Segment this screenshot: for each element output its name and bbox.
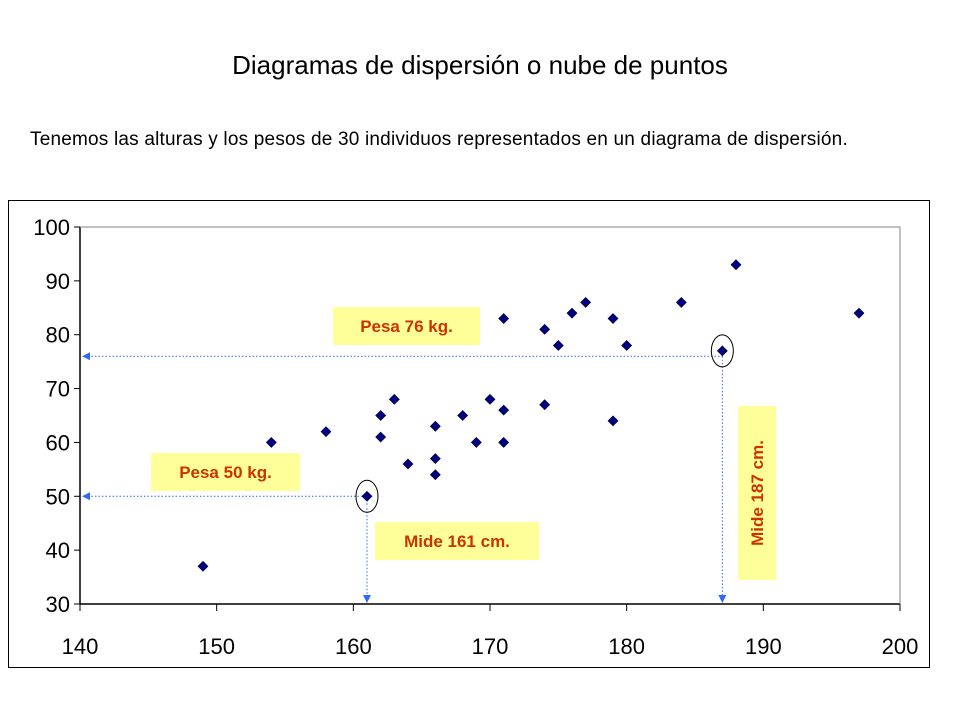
highlight-circle xyxy=(710,334,734,368)
scatter-point xyxy=(388,393,400,405)
scatter-point xyxy=(552,340,564,351)
callout-label: Pesa 50 kg. xyxy=(151,453,300,491)
arrow-down-icon xyxy=(718,595,727,603)
y-tick-label: 40 xyxy=(46,538,70,563)
page-title: Diagramas de dispersión o nube de puntos xyxy=(232,50,728,80)
callout-label: Pesa 76 kg. xyxy=(333,307,480,345)
x-tick-label: 150 xyxy=(198,634,235,659)
x-tick-label: 180 xyxy=(608,634,645,659)
scatter-point xyxy=(675,296,687,308)
highlight-circle xyxy=(355,479,379,513)
y-tick-label: 70 xyxy=(46,377,70,402)
y-tick-label: 30 xyxy=(46,592,70,617)
x-tick-label: 190 xyxy=(745,634,782,659)
y-tick-label: 90 xyxy=(46,269,70,294)
scatter-point xyxy=(402,458,414,470)
scatter-point xyxy=(498,313,510,324)
scatter-point xyxy=(320,426,332,438)
callout-background xyxy=(738,406,776,580)
y-tick-label: 50 xyxy=(46,484,70,509)
scatter-point xyxy=(607,313,619,324)
chart-axes: 30 40 50 60 70 80 90 100 140 150 160 170 180 190 200 xyxy=(33,215,918,659)
scatter-point xyxy=(429,469,441,481)
y-tick-label: 100 xyxy=(33,215,70,240)
y-tick-label: 80 xyxy=(46,323,70,348)
callout-background xyxy=(333,307,480,345)
callouts: Pesa 76 kg. Pesa 50 kg. Mide 161 cm. Mide 1… xyxy=(151,307,776,580)
scatter-point xyxy=(716,345,728,357)
scatter-point xyxy=(566,307,578,319)
callout-text: Pesa 50 kg. xyxy=(179,463,272,482)
scatter-point xyxy=(375,431,387,443)
arrow-left-icon xyxy=(82,492,90,501)
callout-text: Pesa 76 kg. xyxy=(360,317,453,336)
callout-text: Mide 187 cm. xyxy=(748,440,767,546)
scatter-point xyxy=(730,259,742,271)
y-tick-label: 60 xyxy=(46,430,70,455)
callout-label: Mide 161 cm. xyxy=(375,522,539,560)
callout-background xyxy=(151,453,300,491)
callout-text: Mide 161 cm. xyxy=(404,532,510,551)
scatter-point xyxy=(607,415,619,427)
arrow-left-icon xyxy=(82,352,90,361)
x-tick-label: 140 xyxy=(62,634,99,659)
data-points xyxy=(197,259,865,572)
scatter-point xyxy=(457,410,469,421)
callout-label: Mide 187 cm. xyxy=(738,406,776,580)
scatter-point xyxy=(853,307,865,319)
scatter-point xyxy=(470,437,482,448)
scatter-point xyxy=(429,453,441,465)
arrow-down-icon xyxy=(363,595,371,603)
scatter-point xyxy=(484,393,496,405)
scatter-point xyxy=(498,404,510,416)
scatter-point xyxy=(621,340,633,351)
scatter-point xyxy=(197,560,209,572)
chart-frame xyxy=(8,200,930,668)
x-tick-label: 200 xyxy=(882,634,919,659)
scatter-point xyxy=(375,410,387,421)
scatter-point xyxy=(429,420,441,432)
x-tick-label: 160 xyxy=(335,634,372,659)
scatter-point xyxy=(498,437,510,448)
page-description: Tenemos las alturas y los pesos de 30 in… xyxy=(30,129,848,150)
scatter-point xyxy=(361,490,373,502)
guide-lines xyxy=(82,334,734,603)
scatter-point xyxy=(580,296,592,308)
scatter-point xyxy=(265,437,277,448)
x-tick-label: 170 xyxy=(472,634,509,659)
callout-background xyxy=(375,522,539,560)
scatter-point xyxy=(539,399,551,411)
scatter-point xyxy=(539,323,551,335)
